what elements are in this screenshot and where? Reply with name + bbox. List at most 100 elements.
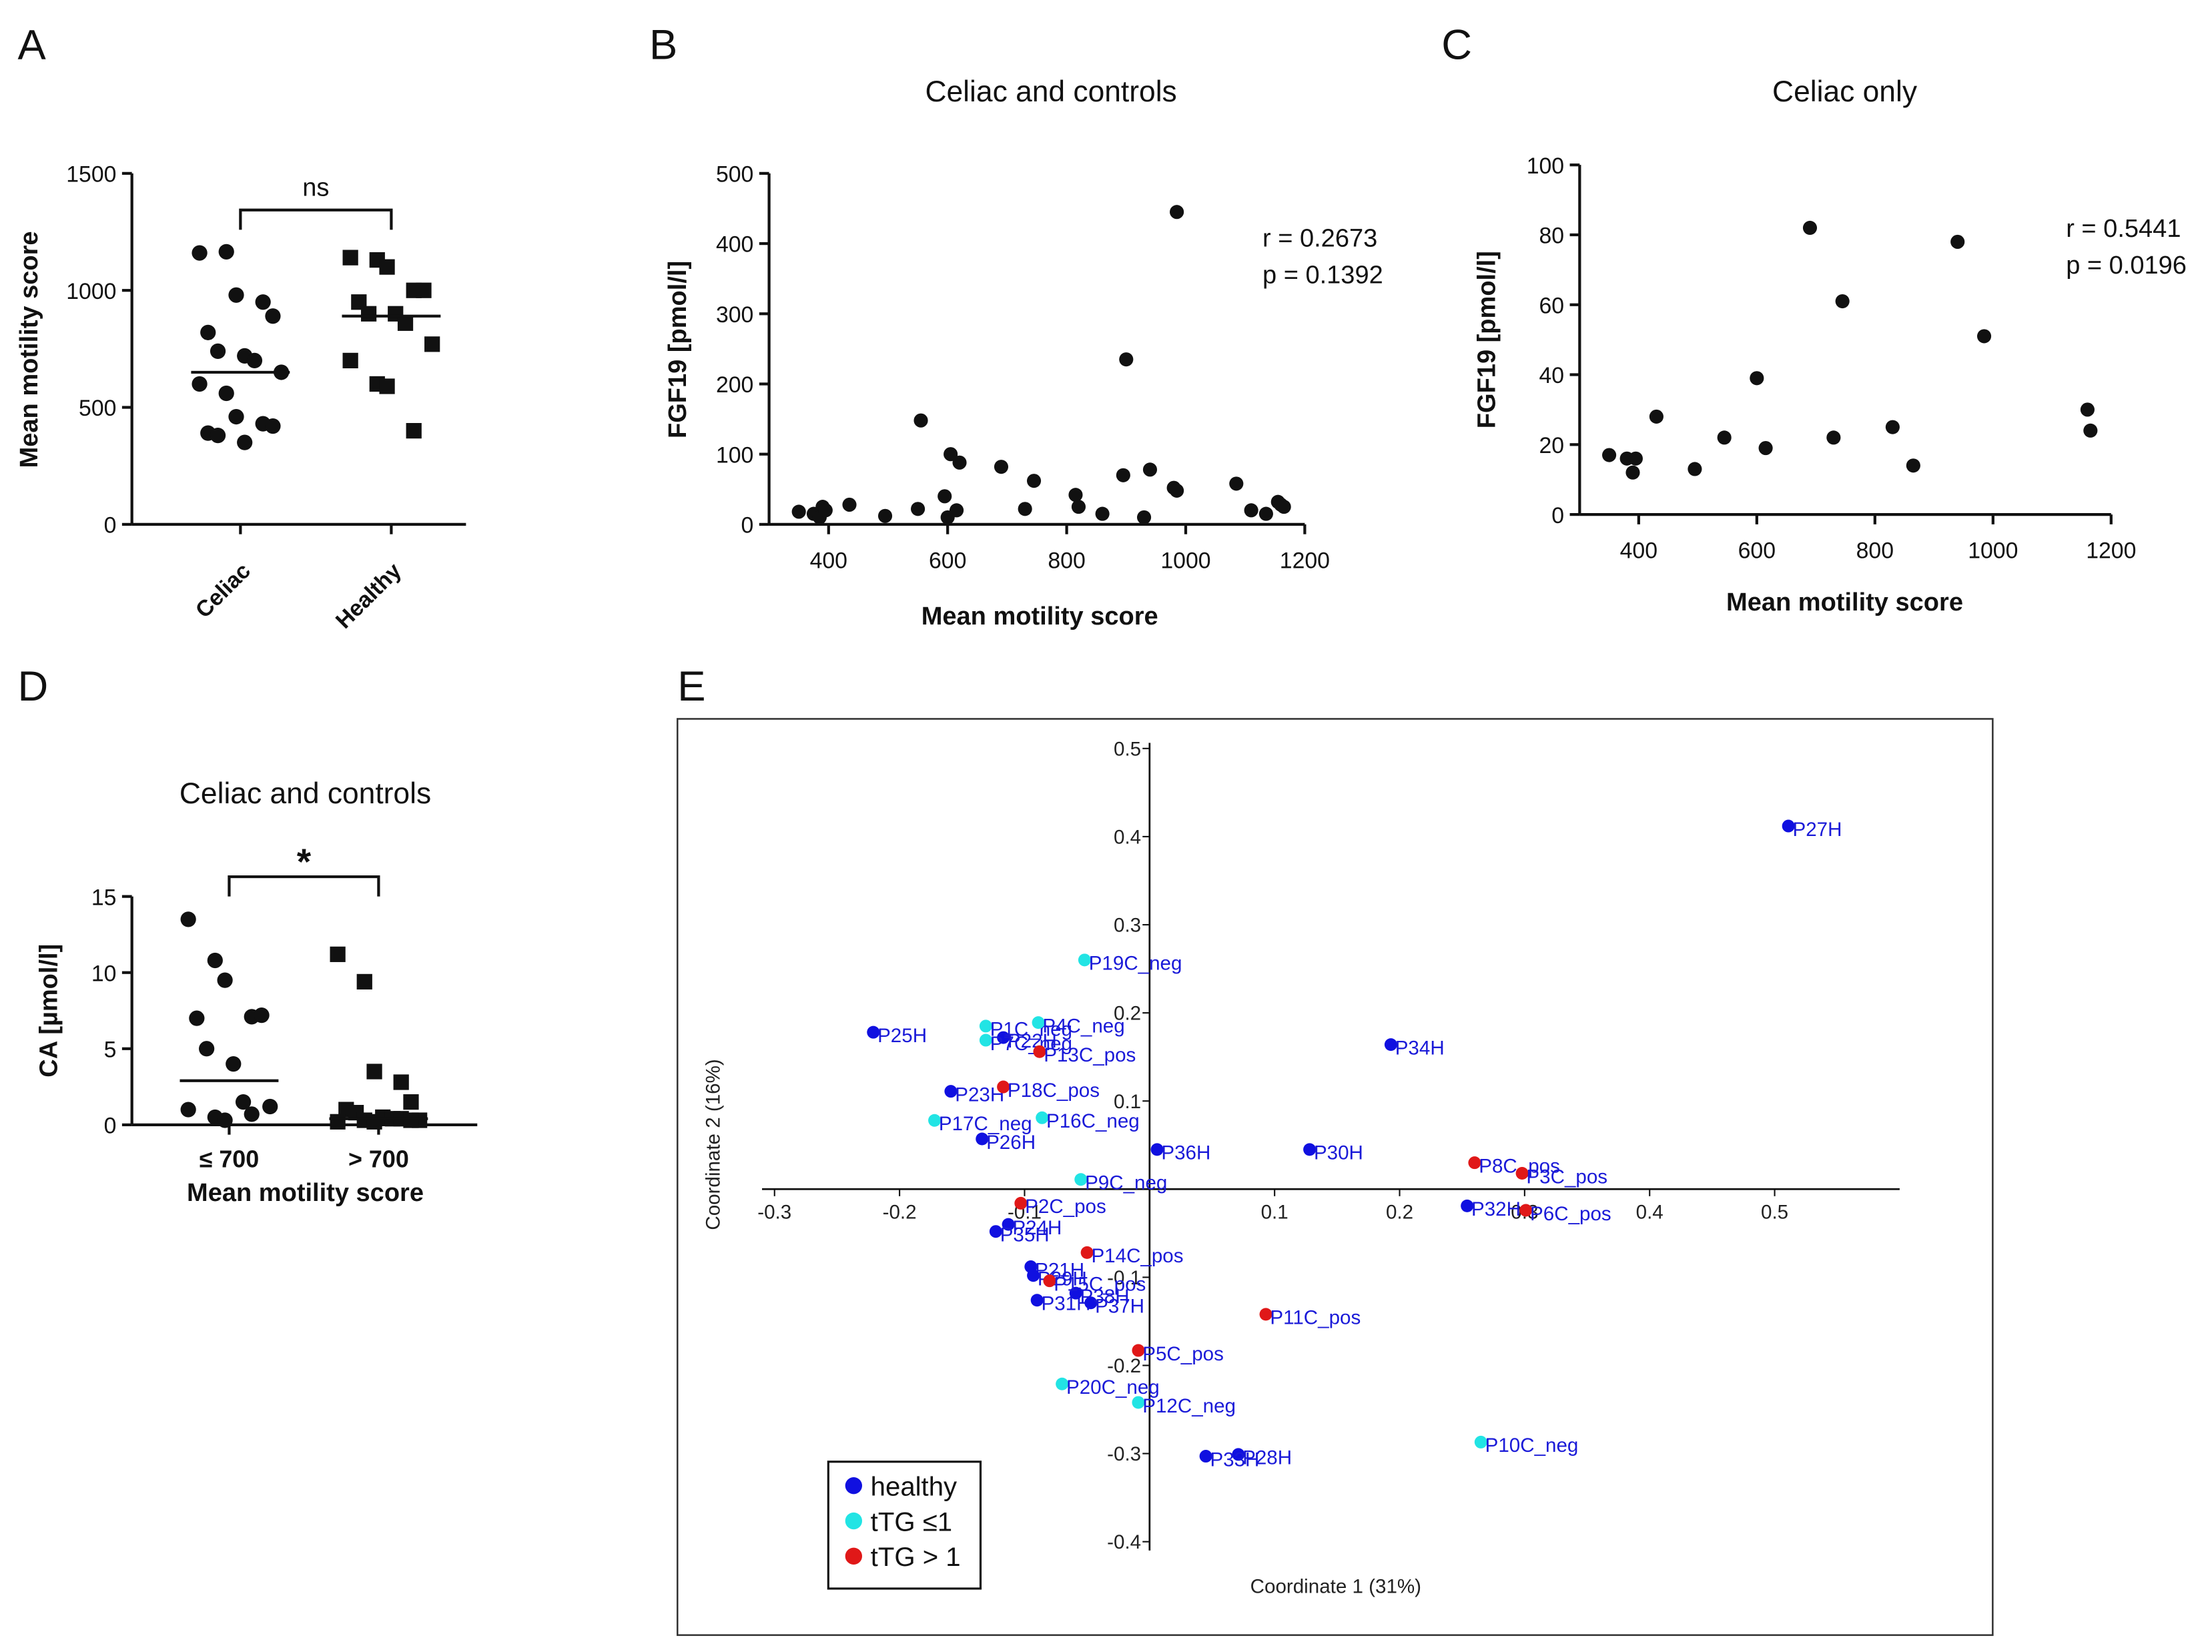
y-axis-label: FGF19 [pmol/l]	[1473, 251, 1501, 428]
x-tick-label: 1000	[1160, 548, 1210, 573]
data-point	[254, 1007, 270, 1023]
data-point	[237, 434, 253, 450]
y-tick-label: 5	[104, 1037, 117, 1062]
chart-title: Celiac and controls	[179, 777, 431, 810]
data-point	[1136, 510, 1152, 524]
data-point	[989, 1225, 1002, 1238]
data-point	[1688, 462, 1702, 476]
point-label: P15C_pos	[1054, 1273, 1146, 1295]
chart-title: Celiac and controls	[925, 75, 1176, 108]
data-point	[818, 503, 833, 518]
x-tick-label: 800	[1048, 548, 1085, 573]
data-point	[406, 422, 422, 439]
point-label: P32H	[1471, 1198, 1521, 1220]
data-point	[200, 324, 216, 340]
data-point	[356, 973, 372, 990]
y-tick-label: 1000	[66, 279, 116, 304]
data-point	[379, 378, 395, 394]
significance-bracket	[239, 208, 393, 230]
y-tick-label: 80	[1539, 224, 1565, 249]
x-tick-label: > 700	[348, 1145, 409, 1172]
y-tick-label: -0.3	[1107, 1443, 1141, 1465]
data-point	[1002, 1218, 1015, 1231]
y-tick-label: 0	[1551, 503, 1564, 528]
y-axis-label: CA [µmol/l]	[35, 944, 63, 1078]
y-tick-label: 100	[716, 442, 753, 468]
data-point	[189, 1010, 205, 1026]
data-point	[210, 343, 226, 360]
data-point	[994, 460, 1009, 474]
point-label: P9C_neg	[1085, 1172, 1167, 1194]
y-tick-label: 0	[104, 1114, 117, 1139]
data-point	[180, 1102, 196, 1118]
data-point	[1906, 458, 1920, 473]
y-tick-label: 0	[741, 513, 754, 538]
data-point	[416, 282, 432, 298]
data-point	[911, 502, 926, 516]
data-point	[255, 294, 271, 310]
x-axis-label: Mean motility score	[921, 602, 1158, 631]
point-label: P5C_pos	[1142, 1343, 1224, 1365]
data-point	[1056, 1377, 1069, 1390]
y-tick-label: -0.4	[1107, 1531, 1141, 1553]
x-tick-label: 0.5	[1761, 1202, 1788, 1224]
data-point	[938, 489, 952, 504]
point-label: P18C_pos	[1008, 1080, 1100, 1102]
y-tick-label: 100	[1527, 153, 1564, 179]
point-label: P16C_neg	[1046, 1110, 1140, 1132]
data-point	[1080, 1246, 1094, 1259]
data-point	[262, 1098, 278, 1115]
data-point	[913, 413, 928, 428]
significance-label: *	[297, 841, 312, 882]
data-point	[1276, 500, 1291, 514]
legend-label: tTG > 1	[871, 1542, 961, 1572]
y-tick-label: 10	[91, 961, 117, 986]
point-label: P37H	[1095, 1295, 1144, 1317]
x-tick-label: 0.4	[1636, 1202, 1664, 1224]
data-point	[180, 911, 196, 927]
data-point	[1461, 1199, 1474, 1212]
data-point	[1170, 483, 1184, 498]
data-point	[1258, 506, 1273, 521]
panel-letter: A	[18, 22, 47, 69]
point-label: P6C_pos	[1530, 1203, 1611, 1225]
point-label: P17C_neg	[939, 1113, 1032, 1135]
data-point	[1826, 430, 1841, 445]
y-tick-label: 0.3	[1114, 915, 1141, 937]
point-label: P19C_neg	[1089, 953, 1182, 975]
point-label: P22H	[1008, 1030, 1057, 1052]
data-point	[2083, 423, 2098, 438]
point-label: P23H	[955, 1084, 1004, 1106]
data-point	[217, 1112, 233, 1128]
data-point	[393, 1074, 409, 1090]
point-label: P11C_pos	[1270, 1307, 1361, 1329]
data-point	[791, 504, 806, 519]
point-label: P12C_neg	[1142, 1395, 1236, 1417]
data-point	[1835, 294, 1850, 309]
x-tick-label: 400	[810, 548, 847, 573]
data-point	[228, 408, 244, 425]
point-label: P33H	[1210, 1449, 1259, 1471]
data-point	[360, 306, 377, 322]
x-tick-label: -0.3	[757, 1202, 791, 1224]
point-label: P35H	[1000, 1224, 1050, 1246]
data-point	[330, 1114, 346, 1130]
data-point	[1199, 1450, 1212, 1463]
x-tick-label: 600	[1738, 538, 1776, 564]
data-point	[210, 428, 226, 444]
stat-annotation: p = 0.0196	[2066, 252, 2187, 280]
data-point	[2080, 402, 2095, 417]
y-axis-label: Coordinate 2 (16%)	[703, 1059, 725, 1230]
x-tick-label: 1000	[1968, 538, 2018, 564]
data-point	[1095, 506, 1110, 521]
data-point	[192, 376, 208, 392]
point-label: P7C_neg	[990, 1033, 1072, 1055]
data-point	[1027, 1269, 1040, 1282]
stat-annotation: r = 0.2673	[1262, 225, 1377, 253]
data-point	[1014, 1196, 1028, 1210]
data-point	[265, 308, 281, 324]
point-label: P4C_neg	[1042, 1015, 1124, 1037]
data-point	[199, 1041, 215, 1057]
point-label: P2C_pos	[1025, 1196, 1106, 1218]
